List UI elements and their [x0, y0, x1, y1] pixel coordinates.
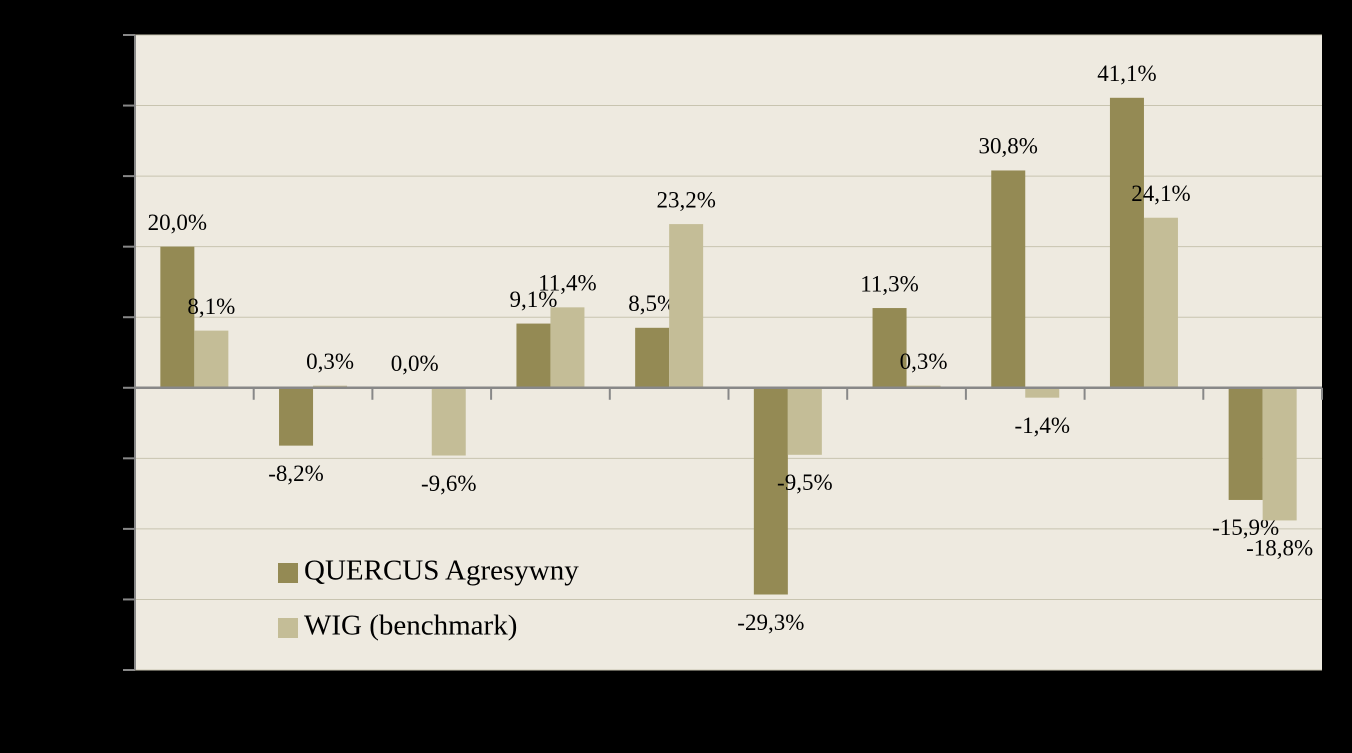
data-label: 9,1%	[509, 287, 557, 312]
data-label: -9,5%	[777, 470, 833, 495]
bar	[872, 308, 907, 388]
data-label: -8,2%	[268, 461, 324, 486]
bar	[1228, 387, 1263, 500]
data-label: 30,8%	[979, 134, 1038, 159]
data-label: 0,3%	[900, 349, 948, 374]
legend-label: QUERCUS Agresywny	[304, 555, 579, 587]
bar	[635, 327, 670, 388]
bar	[1143, 217, 1178, 388]
bar	[1109, 97, 1144, 388]
data-label: 8,1%	[187, 294, 235, 319]
bar	[431, 387, 466, 456]
bar	[753, 387, 788, 595]
legend-swatch	[278, 618, 298, 638]
legend-swatch	[278, 563, 298, 583]
bar	[550, 307, 585, 388]
data-label: 11,4%	[538, 271, 597, 296]
data-label: 11,3%	[860, 271, 919, 296]
bar	[194, 330, 229, 388]
data-label: -1,4%	[1014, 413, 1070, 438]
data-label: 20,0%	[148, 210, 207, 235]
data-label: -9,6%	[421, 471, 477, 496]
data-label: 0,3%	[306, 349, 354, 374]
bar	[1025, 387, 1060, 398]
data-label: 24,1%	[1131, 181, 1190, 206]
bar	[669, 224, 704, 388]
data-label: 41,1%	[1097, 61, 1156, 86]
data-label: 0,0%	[391, 351, 439, 376]
data-label: -18,8%	[1246, 536, 1313, 561]
bar	[160, 246, 195, 388]
data-label: -29,3%	[737, 610, 804, 635]
bar	[279, 387, 314, 446]
legend-label: WIG (benchmark)	[304, 610, 517, 642]
bar	[516, 323, 551, 388]
data-label: 23,2%	[656, 187, 715, 212]
bar	[991, 170, 1026, 388]
data-label: 8,5%	[628, 291, 676, 316]
bar	[1262, 387, 1297, 521]
bar	[787, 387, 822, 455]
